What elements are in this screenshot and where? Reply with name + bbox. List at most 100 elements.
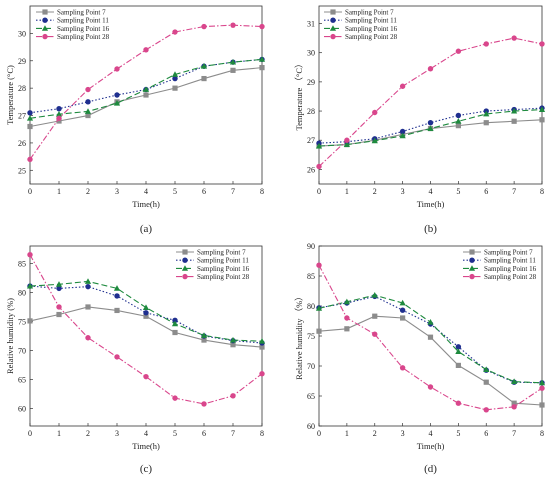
panel-label: (d) — [424, 463, 437, 475]
legend-marker — [182, 249, 188, 255]
series-4 — [316, 262, 545, 413]
legend-label: Sampling Point 28 — [345, 33, 398, 41]
legend-marker — [468, 265, 476, 271]
data-point — [84, 108, 92, 114]
data-point — [229, 336, 237, 343]
x-tick-label: 1 — [345, 187, 349, 196]
data-point — [539, 117, 545, 123]
x-tick-label: 2 — [86, 187, 90, 196]
y-tick-label: 70 — [307, 362, 315, 371]
data-point — [171, 320, 179, 327]
data-point — [230, 67, 236, 73]
data-point — [539, 385, 545, 391]
data-point — [172, 395, 178, 401]
data-point — [143, 47, 149, 53]
data-point — [230, 393, 236, 399]
data-point — [399, 299, 406, 306]
x-tick-label: 0 — [317, 187, 321, 196]
data-point — [142, 86, 150, 92]
x-tick-label: 6 — [484, 429, 488, 438]
x-tick-label: 8 — [260, 187, 264, 196]
x-tick-label: 7 — [231, 429, 235, 438]
x-tick-label: 3 — [401, 187, 405, 196]
data-point — [344, 326, 350, 332]
x-tick-label: 5 — [173, 187, 177, 196]
data-point — [26, 115, 34, 121]
data-point — [85, 304, 91, 310]
data-point — [400, 315, 406, 321]
legend-label: Sampling Point 7 — [57, 9, 106, 17]
legend-label: Sampling Point 28 — [57, 33, 110, 41]
series-1 — [27, 304, 265, 350]
y-tick-label: 60 — [18, 405, 26, 414]
series-line — [29, 24, 263, 160]
data-point — [172, 29, 178, 35]
x-tick-label: 6 — [202, 429, 206, 438]
x-tick-label: 5 — [456, 429, 460, 438]
y-tick-label: 28 — [307, 107, 315, 116]
data-point — [427, 125, 434, 131]
data-point — [315, 142, 323, 149]
data-point — [172, 75, 178, 82]
data-point — [85, 283, 91, 290]
data-point — [455, 400, 462, 406]
panel-label: (c) — [140, 463, 153, 475]
data-point — [201, 23, 207, 30]
x-tick-label: 0 — [317, 429, 321, 438]
data-point — [371, 137, 378, 144]
data-point — [201, 75, 207, 82]
data-point — [511, 107, 518, 114]
data-point — [56, 304, 62, 310]
legend-label: Sampling Point 7 — [345, 9, 394, 17]
y-tick-label: 90 — [307, 242, 315, 251]
x-axis-label: Time(h) — [132, 441, 160, 451]
legend-label: Sampling Point 11 — [197, 257, 249, 265]
x-tick-label: 2 — [373, 429, 377, 438]
data-point — [371, 292, 378, 298]
y-tick-label: 80 — [307, 302, 315, 311]
data-point — [455, 118, 462, 124]
data-point — [27, 110, 33, 116]
data-point — [399, 128, 406, 135]
legend-marker — [330, 33, 336, 40]
data-point — [511, 35, 517, 41]
legend-marker — [42, 9, 48, 15]
data-point — [316, 163, 322, 170]
chart-panel-2: 0 1 2 3 4 5 6 7 8 26 27 28 29 30 31 Time(h) Temperature … — [294, 5, 546, 235]
data-point — [259, 371, 265, 377]
data-point — [143, 310, 149, 316]
series-line — [318, 37, 543, 167]
series-line — [318, 315, 543, 406]
data-point — [55, 110, 63, 117]
y-tick-label: 80 — [18, 288, 26, 297]
y-axis-label: Relative humidity （%） — [294, 292, 304, 379]
data-point — [483, 110, 490, 117]
series-line — [29, 285, 263, 344]
data-point — [539, 41, 545, 47]
y-axis-label: Temperature (°C) — [5, 65, 15, 125]
y-tick-label: 31 — [307, 20, 315, 29]
data-point — [113, 285, 121, 291]
data-point — [483, 379, 489, 385]
x-tick-label: 3 — [115, 187, 119, 196]
legend-label: Sampling Point 16 — [484, 265, 537, 273]
x-tick-label: 4 — [429, 187, 433, 196]
data-point — [511, 400, 517, 406]
data-point — [259, 344, 265, 350]
data-point — [27, 318, 33, 324]
legend-label: Sampling Point 16 — [57, 25, 110, 33]
data-point — [85, 99, 91, 105]
data-point — [85, 112, 91, 119]
y-tick-label: 27 — [307, 136, 315, 145]
legend-label: Sampling Point 7 — [484, 249, 533, 257]
x-tick-label: 6 — [484, 187, 488, 196]
legend-marker — [469, 249, 475, 255]
data-point — [172, 85, 178, 91]
data-point — [114, 66, 120, 72]
y-tick-label: 75 — [18, 317, 26, 326]
x-tick-label: 4 — [429, 429, 433, 438]
series-3 — [315, 106, 546, 149]
